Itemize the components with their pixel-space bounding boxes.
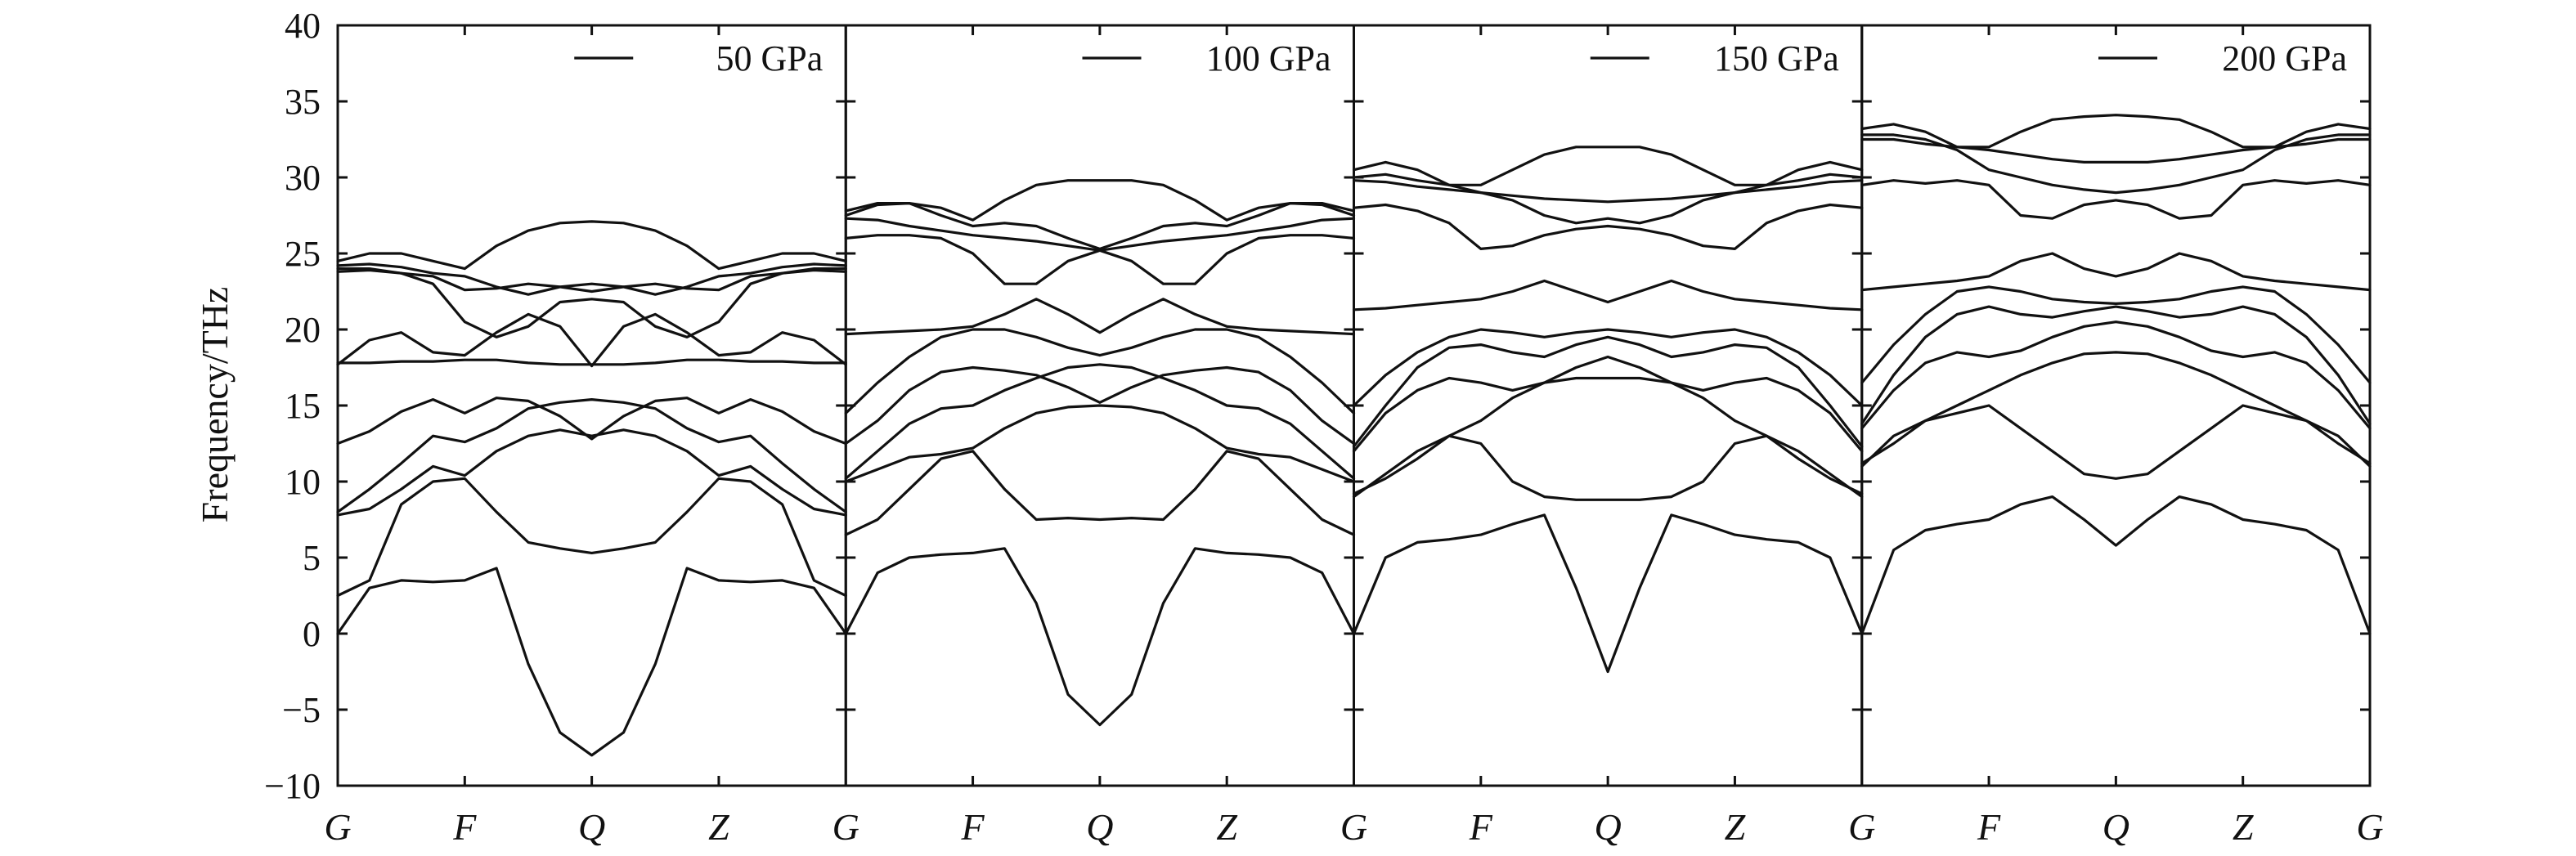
y-tick-label: 25: [285, 234, 321, 274]
band-line-3: [1352, 376, 1864, 495]
x-tick-label: G: [2356, 806, 2383, 848]
band-line-3: [844, 404, 1356, 483]
x-tick-label: Q: [578, 806, 605, 848]
band-line-3: [336, 428, 847, 517]
legend: 50 GPa: [574, 38, 823, 78]
y-tick-label: −10: [264, 766, 321, 806]
band-line-1: [1352, 513, 1864, 674]
band-line-2: [1352, 434, 1864, 501]
x-tick-label: G: [1340, 806, 1367, 848]
band-line-11: [1860, 114, 2372, 149]
y-tick-label: 10: [285, 462, 321, 502]
band-line-10: [844, 202, 1356, 250]
band-line-7: [844, 298, 1356, 336]
band-line-8: [1352, 203, 1864, 250]
y-axis-label: Frequency/THz: [194, 287, 236, 523]
band-line-6: [844, 328, 1356, 415]
band-line-6: [336, 358, 847, 366]
band-line-1: [336, 567, 847, 757]
band-line-10: [1860, 133, 2372, 195]
y-tick-label: 20: [285, 310, 321, 350]
y-tick-label: −5: [282, 690, 321, 730]
band-line-8: [844, 234, 1356, 285]
band-line-5: [1352, 335, 1864, 448]
band-line-3: [1860, 351, 2372, 465]
band-line-11: [1352, 146, 1864, 186]
x-tick-label: Z: [708, 806, 729, 848]
y-tick-label: 30: [285, 158, 321, 198]
y-tick-label: 40: [285, 6, 321, 46]
x-tick-label: Z: [1725, 806, 1746, 848]
x-tick-label: F: [961, 806, 985, 848]
x-tick-label: Z: [1216, 806, 1237, 848]
band-line-9: [844, 217, 1356, 252]
x-tick-label: F: [452, 806, 477, 848]
x-tick-label: G: [324, 806, 351, 848]
x-tick-label: Q: [1595, 806, 1622, 848]
band-line-1: [1860, 495, 2372, 635]
band-line-7: [1860, 252, 2372, 292]
band-line-5: [1860, 305, 2372, 425]
legend-label: 150 GPa: [1714, 38, 1839, 78]
band-line-2: [844, 450, 1356, 536]
legend: 150 GPa: [1590, 38, 1839, 78]
panel-2: 100 GPa: [844, 24, 1356, 787]
panel-frame: [1860, 24, 2372, 787]
y-tick-label: 5: [303, 538, 321, 578]
y-tick-label: 15: [285, 386, 321, 426]
band-line-2: [336, 477, 847, 598]
legend-label: 100 GPa: [1206, 38, 1331, 78]
x-tick-label: F: [1469, 806, 1493, 848]
band-line-4: [1352, 355, 1864, 453]
band-line-8: [1860, 179, 2372, 220]
y-tick-label: 35: [285, 82, 321, 122]
band-line-11: [336, 220, 847, 271]
band-line-7: [336, 312, 847, 368]
band-line-9: [1352, 179, 1864, 204]
band-line-9: [336, 267, 847, 294]
band-line-6: [1860, 285, 2372, 384]
band-line-4: [1860, 320, 2372, 430]
band-line-2: [1860, 404, 2372, 480]
x-tick-label: Q: [2103, 806, 2129, 848]
x-tick-label: Q: [1086, 806, 1113, 848]
panel-4: 200 GPa: [1860, 24, 2372, 787]
legend-label: 50 GPa: [716, 38, 823, 78]
y-axis: −10 −5 0 5 10 15 20 25 30 35 40: [264, 6, 321, 806]
legend: 100 GPa: [1082, 38, 1331, 78]
band-line-1: [844, 547, 1356, 727]
panel-1: 50 GPa: [336, 24, 847, 787]
band-line-5: [844, 365, 1356, 446]
band-line-4: [844, 363, 1356, 480]
band-line-6: [1352, 328, 1864, 407]
band-line-10: [1352, 173, 1864, 225]
legend-label: 200 GPa: [2222, 38, 2347, 78]
x-tick-label: G: [832, 806, 859, 848]
legend: 200 GPa: [2098, 38, 2347, 78]
x-tick-label: Z: [2233, 806, 2254, 848]
band-line-7: [1352, 279, 1864, 311]
chart-panels: 50 GPa 100 GPa 150 GPa 200 GPa: [336, 24, 2372, 787]
band-line-8: [336, 268, 847, 338]
band-line-10: [336, 262, 847, 296]
panel-3: 150 GPa: [1352, 24, 1864, 787]
x-tick-label: G: [1848, 806, 1875, 848]
band-line-11: [844, 179, 1356, 222]
y-tick-label: 0: [303, 614, 321, 654]
band-line-5: [336, 397, 847, 446]
band-line-4: [336, 398, 847, 513]
x-tick-label: F: [1977, 806, 2001, 848]
